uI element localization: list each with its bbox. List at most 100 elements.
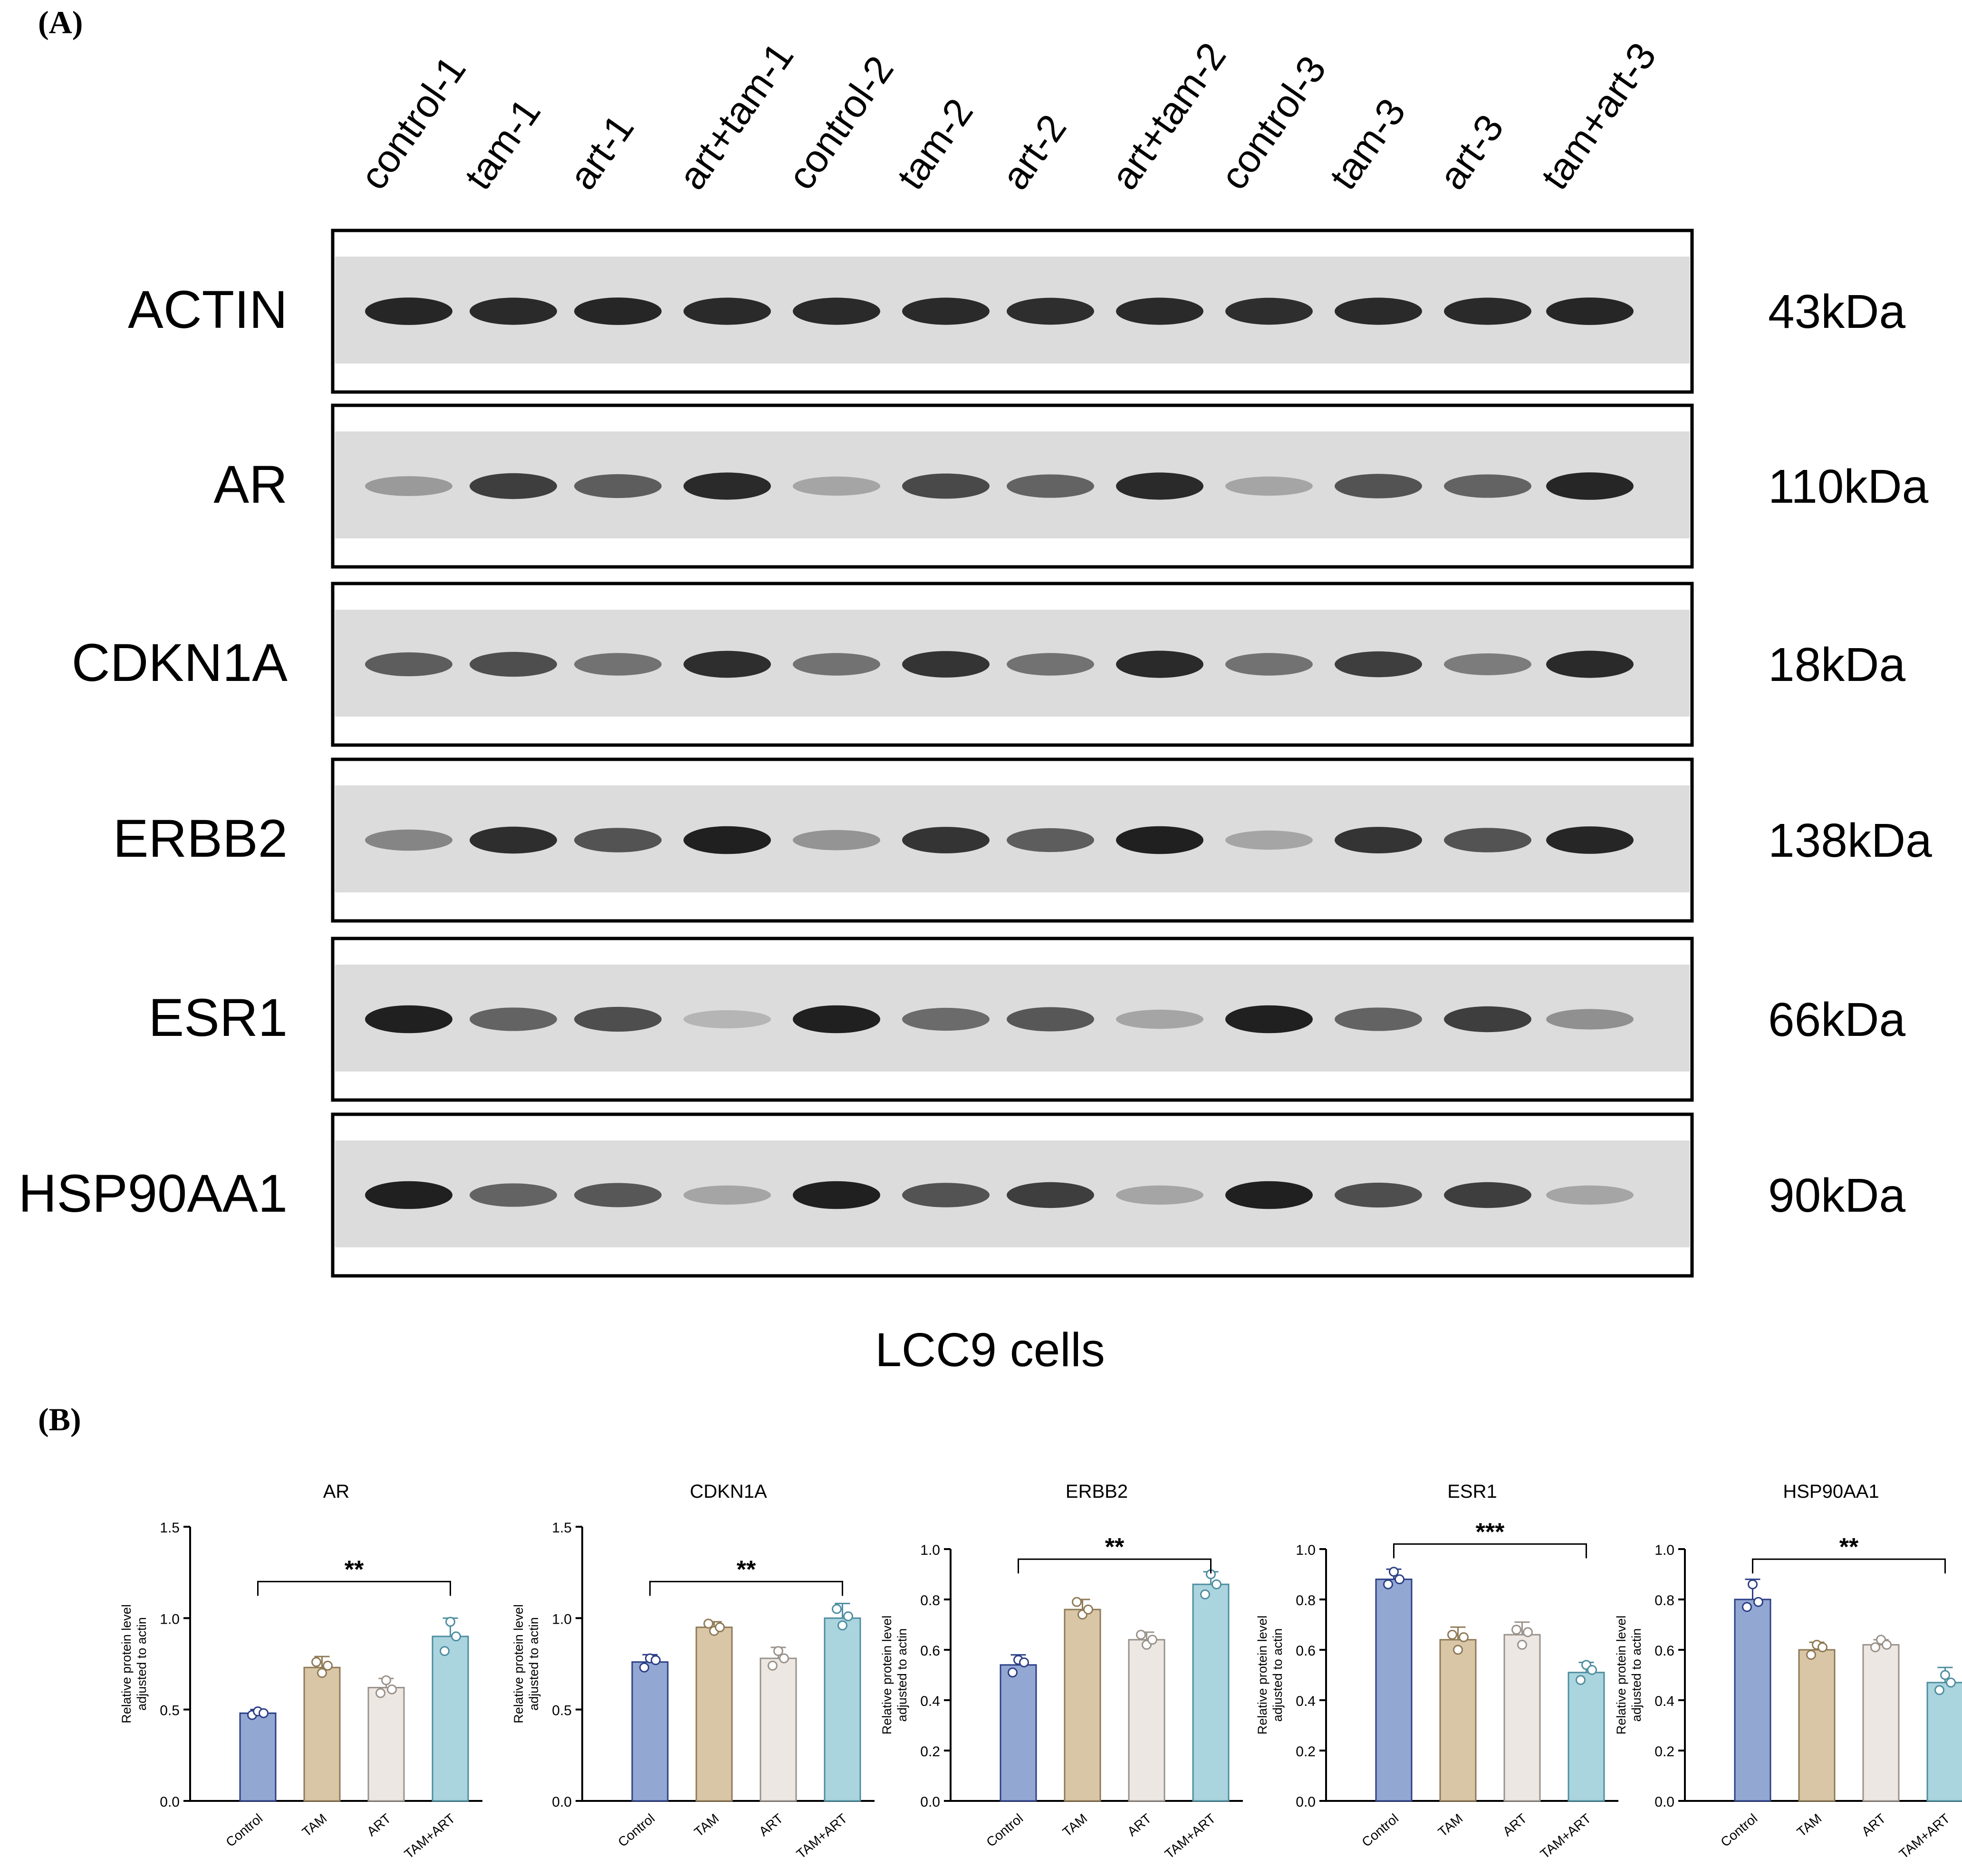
blot-band xyxy=(1546,826,1634,854)
y-tick-label: 0.2 xyxy=(1296,1744,1316,1760)
blot-band xyxy=(1007,1007,1094,1032)
data-point xyxy=(1447,1629,1457,1640)
x-tick-label: Control xyxy=(223,1811,265,1850)
bar xyxy=(303,1666,341,1802)
data-point xyxy=(1072,1597,1082,1607)
blot-band xyxy=(793,1181,880,1209)
data-point xyxy=(1748,1579,1758,1589)
data-point xyxy=(703,1618,713,1629)
blot-band xyxy=(1444,828,1531,852)
y-tick-label: 1.0 xyxy=(1296,1542,1316,1558)
significance-bracket xyxy=(257,1580,451,1596)
data-point xyxy=(768,1660,778,1671)
bar xyxy=(367,1687,405,1802)
panel-b-label: (B) xyxy=(38,1401,81,1437)
data-point xyxy=(779,1653,789,1664)
lane-label: control-2 xyxy=(779,48,902,198)
x-tick-label: TAM+ART xyxy=(794,1811,850,1862)
bar xyxy=(1192,1583,1230,1802)
data-point xyxy=(1753,1597,1763,1607)
western-blots: ACTIN 43kDa AR 110kDa CDKN1A 18kDa ERBB2 138kDa… xyxy=(18,229,1932,1278)
data-point xyxy=(1200,1589,1210,1599)
significance-bracket xyxy=(1393,1543,1587,1559)
blot-band xyxy=(574,828,662,852)
lane-label: control-3 xyxy=(1212,48,1335,198)
y-tick-label: 0.0 xyxy=(160,1794,180,1810)
blot-band xyxy=(574,297,662,325)
lane-label: art-1 xyxy=(561,107,642,197)
significance-bracket xyxy=(1018,1558,1212,1574)
y-tick-label: 0.6 xyxy=(1296,1643,1316,1659)
blot-band xyxy=(1007,297,1094,325)
y-tick-label: 1.0 xyxy=(1654,1542,1674,1558)
significance-label: *** xyxy=(1476,1518,1505,1546)
data-point xyxy=(1946,1677,1956,1688)
blot-band xyxy=(574,1183,662,1207)
blot-band xyxy=(1116,297,1203,325)
weight-label: 138kDa xyxy=(1768,814,1932,867)
chart-title: ESR1 xyxy=(1447,1481,1497,1502)
lane-label: tam-2 xyxy=(889,91,981,197)
data-point xyxy=(445,1617,455,1627)
blot-band xyxy=(470,297,557,325)
data-point xyxy=(773,1646,783,1656)
blot-band xyxy=(1116,826,1203,854)
blot-band xyxy=(1116,1185,1203,1205)
blot-band xyxy=(902,473,990,499)
weight-label: 43kDa xyxy=(1768,285,1905,338)
chart-title: HSP90AA1 xyxy=(1783,1481,1879,1502)
data-point xyxy=(1136,1629,1146,1640)
data-point xyxy=(381,1675,391,1685)
bar xyxy=(1064,1608,1101,1802)
data-point xyxy=(1818,1642,1827,1653)
blot-band xyxy=(1546,1009,1634,1030)
data-point xyxy=(317,1668,327,1678)
blot-band xyxy=(1335,651,1422,678)
lane-label: art-3 xyxy=(1431,107,1512,197)
protein-label: ACTIN xyxy=(128,280,288,339)
x-tick-label: TAM+ART xyxy=(402,1811,458,1862)
data-point xyxy=(1383,1579,1393,1589)
blot-band xyxy=(902,651,990,678)
y-tick-label: 0.2 xyxy=(920,1744,940,1760)
y-tick-label: 0.0 xyxy=(552,1794,572,1810)
lane-label: control-1 xyxy=(352,48,474,198)
bar xyxy=(1503,1634,1541,1802)
chart-erbb2: ERBB2 0.0 0.2 0.4 0.6 0.8 1.0 Relative protein … xyxy=(880,1481,1243,1861)
data-point xyxy=(1389,1567,1399,1577)
chart-esr1: ESR1 0.0 0.2 0.4 0.6 0.8 1.0 Relative protein l… xyxy=(1255,1481,1618,1861)
chart-cdkn1a: CDKN1A 0.0 0.5 1.0 1.5 Relative protein level… xyxy=(511,1481,875,1861)
blot-row-cdkn1a: CDKN1A 18kDa xyxy=(72,582,1905,747)
blot-band xyxy=(1444,653,1531,675)
significance-label: ** xyxy=(1105,1533,1125,1561)
blot-band xyxy=(1444,1182,1531,1208)
protein-label: HSP90AA1 xyxy=(18,1164,288,1223)
lane-label: tam-3 xyxy=(1321,91,1414,197)
data-point xyxy=(1742,1602,1752,1612)
data-point xyxy=(1395,1574,1404,1585)
data-point xyxy=(1517,1639,1527,1650)
y-tick-label: 1.0 xyxy=(552,1611,572,1627)
significance-label: ** xyxy=(737,1556,756,1583)
weight-label: 18kDa xyxy=(1768,638,1905,691)
bar xyxy=(1862,1644,1900,1802)
x-tick-label: TAM xyxy=(1794,1811,1825,1839)
blot-band xyxy=(470,1183,557,1207)
lane-label: art-2 xyxy=(993,107,1075,197)
x-tick-label: Control xyxy=(1359,1811,1401,1850)
blot-band xyxy=(902,1007,990,1031)
significance-label: ** xyxy=(345,1556,364,1583)
y-axis-label: Relative protein leveladjusted to actin xyxy=(1255,1616,1285,1735)
y-axis-label: Relative protein leveladjusted to actin xyxy=(1614,1616,1644,1735)
x-tick-label: ART xyxy=(1125,1811,1154,1839)
protein-label: CDKN1A xyxy=(72,633,288,692)
y-tick-label: 0.4 xyxy=(920,1694,940,1709)
y-axis-label: Relative protein leveladjusted to actin xyxy=(119,1604,149,1723)
bar xyxy=(432,1636,469,1802)
data-point xyxy=(1212,1579,1221,1589)
data-point xyxy=(440,1646,450,1656)
data-point xyxy=(1523,1627,1533,1637)
blot-band xyxy=(1007,474,1094,498)
blot-band xyxy=(1007,653,1094,676)
